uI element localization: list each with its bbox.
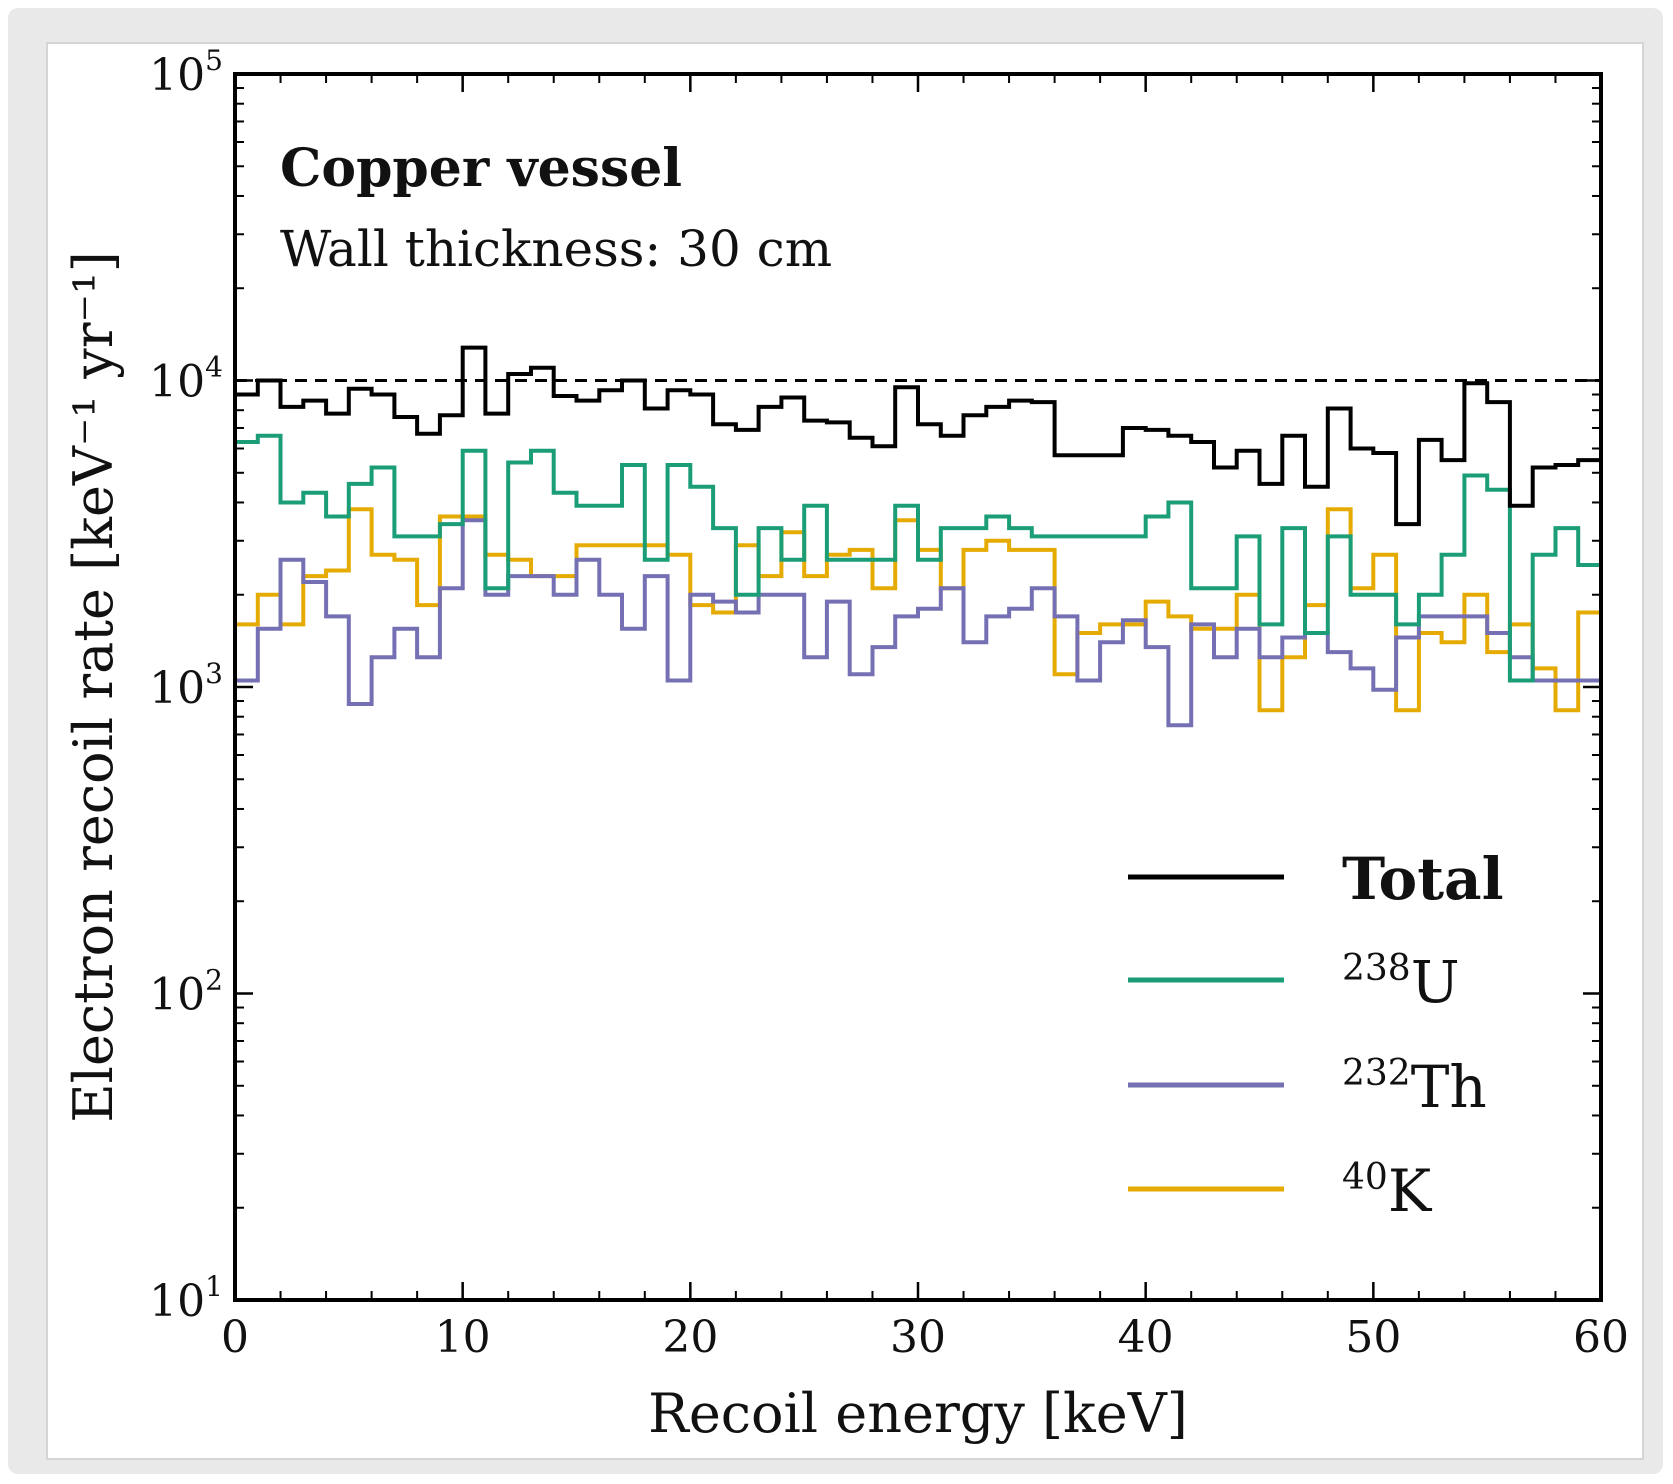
- chart-subtitle: Wall thickness: 30 cm: [280, 220, 832, 278]
- figure-card: [46, 42, 1644, 1460]
- y-tick-label: 101: [149, 1270, 223, 1327]
- x-axis-title: Recoil energy [keV]: [648, 1382, 1188, 1445]
- series-th-line: [235, 518, 1601, 728]
- series-u-line: [235, 433, 1601, 683]
- x-tick-label: 20: [662, 1312, 718, 1363]
- legend-label-k: 40K: [1342, 1157, 1433, 1225]
- legend: Total 238U 232Th 40K: [1128, 845, 1504, 1225]
- legend-label-total: Total: [1342, 845, 1504, 913]
- y-tick-label: 102: [149, 964, 223, 1021]
- series-layer: [235, 345, 1601, 728]
- x-tick-label: 0: [221, 1312, 249, 1363]
- x-tick-label: 10: [435, 1312, 491, 1363]
- y-tick-label: 105: [149, 44, 223, 101]
- x-tick-label: 30: [890, 1312, 946, 1363]
- y-tick-label: 104: [149, 351, 223, 408]
- chart-title: Copper vessel: [280, 138, 682, 199]
- legend-label-th: 232Th: [1342, 1053, 1487, 1121]
- axis-ticks: 0 10 20 30 40 50 60 101 102 103 104 105: [149, 44, 1629, 1363]
- y-tick-label: 103: [149, 657, 223, 714]
- x-tick-label: 50: [1345, 1312, 1401, 1363]
- y-axis-title: Electron recoil rate [keV⁻¹ yr⁻¹]: [62, 251, 125, 1123]
- series-total-line: [235, 345, 1601, 527]
- x-tick-label: 40: [1118, 1312, 1174, 1363]
- series-k-line: [235, 507, 1601, 713]
- legend-label-u: 238U: [1342, 948, 1460, 1016]
- x-tick-label: 60: [1573, 1312, 1629, 1363]
